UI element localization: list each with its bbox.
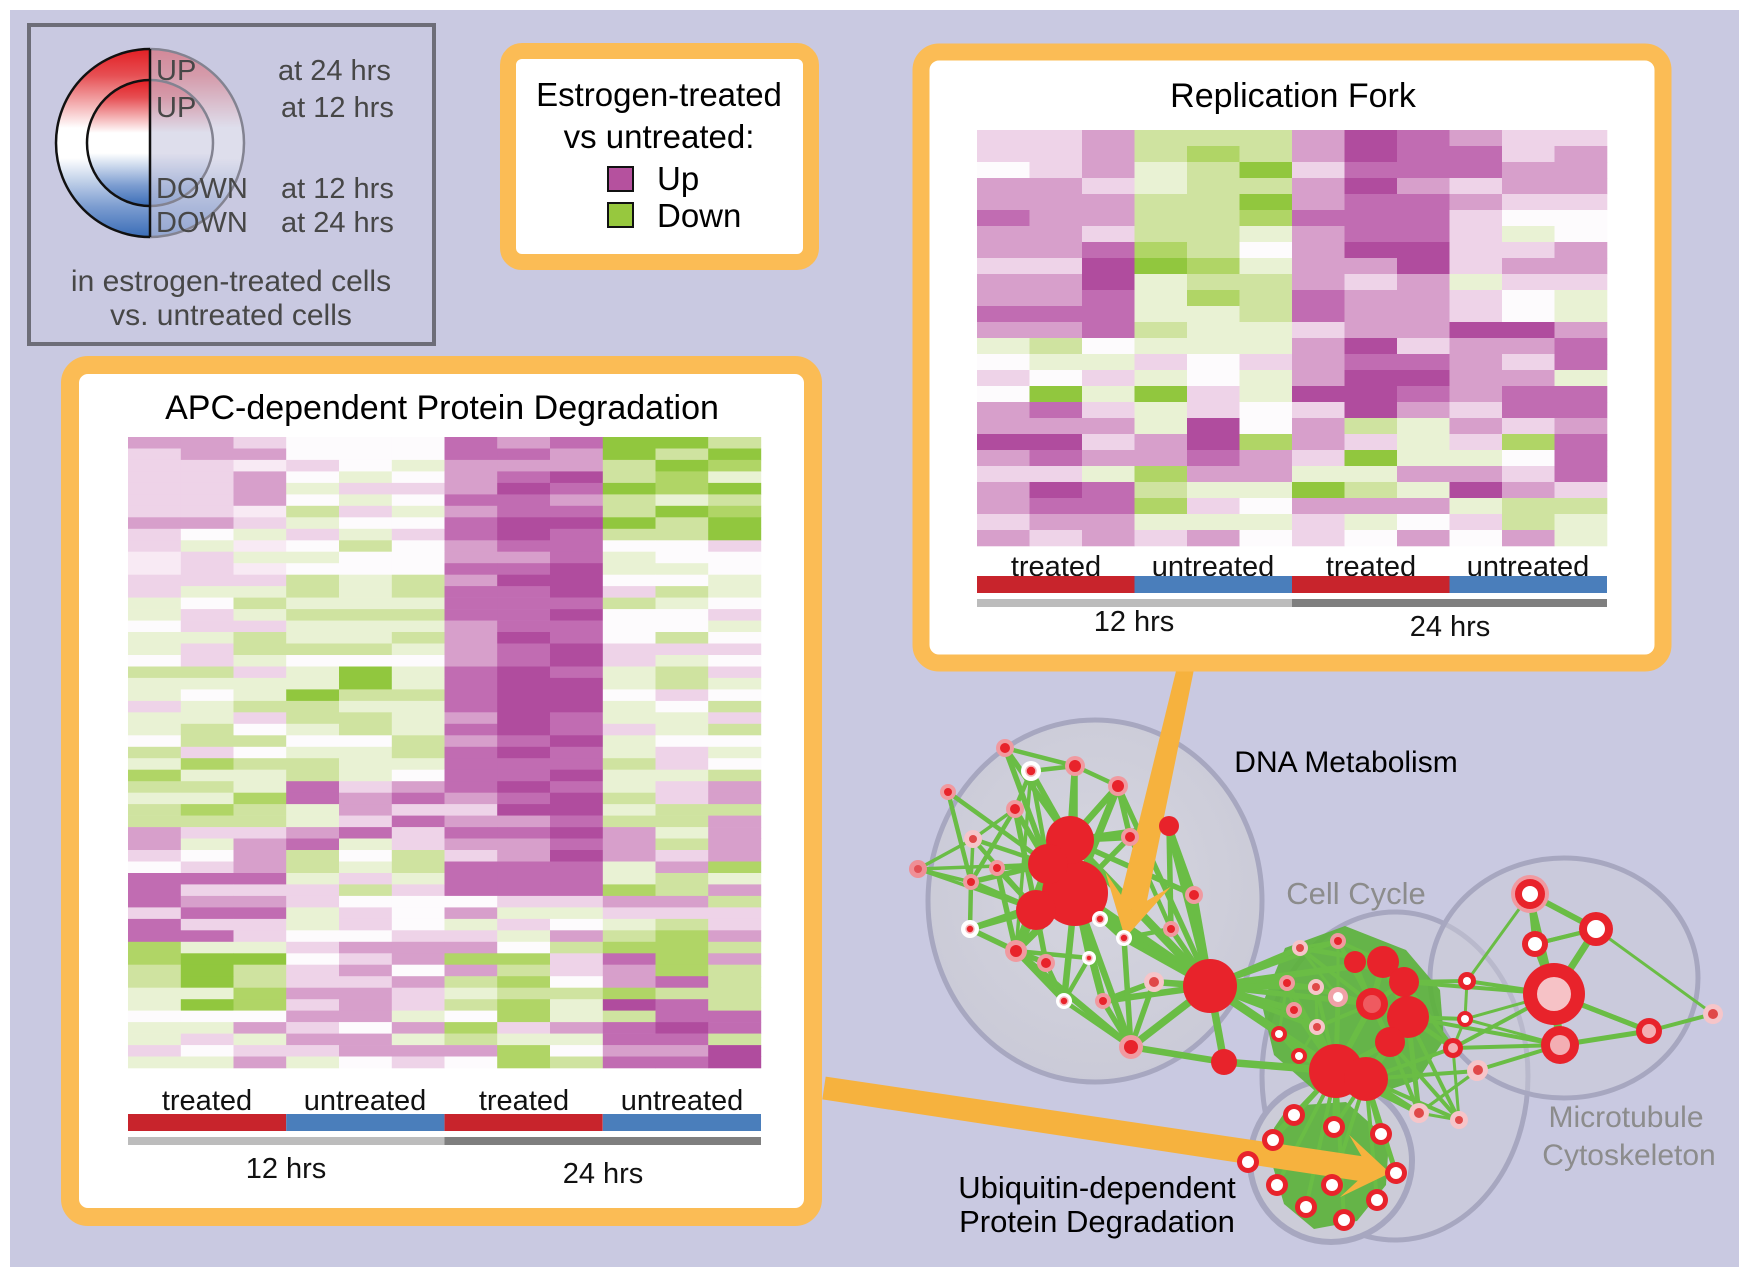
svg-text:APC-dependent Protein Degradat: APC-dependent Protein Degradation: [165, 389, 719, 427]
svg-text:untreated: untreated: [621, 1085, 744, 1117]
svg-text:treated: treated: [479, 1085, 569, 1117]
svg-text:at 24 hrs: at 24 hrs: [281, 207, 394, 239]
svg-text:UP: UP: [156, 55, 196, 87]
svg-text:treated: treated: [162, 1085, 252, 1117]
svg-text:Down: Down: [657, 197, 741, 234]
svg-text:Replication Fork: Replication Fork: [1170, 77, 1417, 115]
svg-text:Cell Cycle: Cell Cycle: [1286, 876, 1426, 911]
svg-text:UP: UP: [156, 92, 196, 124]
svg-text:DOWN: DOWN: [156, 173, 248, 205]
svg-text:at 24 hrs: at 24 hrs: [278, 55, 391, 87]
svg-text:untreated: untreated: [304, 1085, 427, 1117]
svg-text:Estrogen-treated: Estrogen-treated: [536, 76, 782, 113]
svg-text:Ubiquitin-dependent: Ubiquitin-dependent: [958, 1170, 1236, 1205]
svg-text:at 12 hrs: at 12 hrs: [281, 92, 394, 124]
svg-text:Protein Degradation: Protein Degradation: [959, 1204, 1235, 1239]
svg-text:DNA Metabolism: DNA Metabolism: [1234, 746, 1457, 779]
svg-text:12 hrs: 12 hrs: [246, 1153, 327, 1185]
svg-text:vs untreated:: vs untreated:: [564, 118, 755, 155]
svg-text:DOWN: DOWN: [156, 207, 248, 239]
svg-text:24 hrs: 24 hrs: [1410, 611, 1491, 643]
svg-text:Cytoskeleton: Cytoskeleton: [1542, 1139, 1715, 1172]
svg-text:Microtubule: Microtubule: [1548, 1101, 1703, 1134]
svg-text:24 hrs: 24 hrs: [563, 1158, 644, 1190]
svg-text:at 12 hrs: at 12 hrs: [281, 173, 394, 205]
svg-text:Up: Up: [657, 160, 699, 197]
svg-text:12 hrs: 12 hrs: [1094, 606, 1175, 638]
svg-text:in estrogen-treated cells: in estrogen-treated cells: [71, 265, 391, 298]
svg-text:vs. untreated cells: vs. untreated cells: [110, 299, 352, 332]
